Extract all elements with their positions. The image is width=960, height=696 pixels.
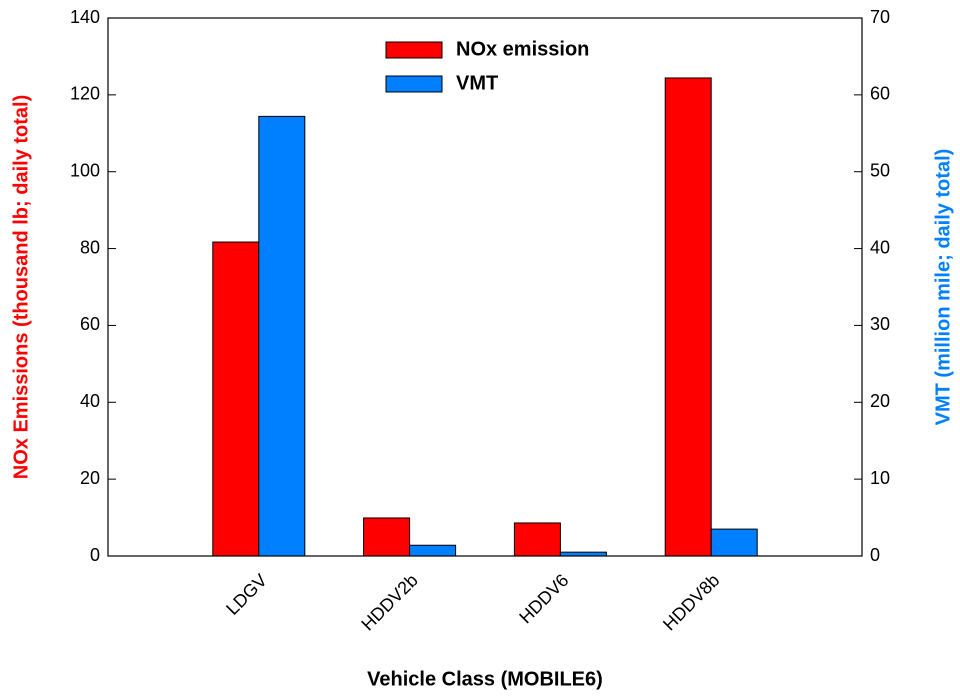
x-axis-title: Vehicle Class (MOBILE6): [367, 668, 603, 690]
bar: [409, 544, 457, 557]
y-tick-label: 140: [70, 7, 100, 27]
bar: [710, 528, 758, 557]
x-tick-label: HDDV6: [515, 570, 572, 627]
y2-tick-label: 70: [870, 7, 890, 27]
y2-tick-label: 40: [870, 237, 890, 257]
legend-label: NOx emission: [456, 38, 589, 60]
bar: [513, 522, 561, 557]
legend-swatch: [385, 41, 443, 59]
bar: [664, 77, 712, 557]
y2-tick-label: 50: [870, 160, 890, 180]
y-tick-label: 60: [80, 314, 100, 334]
y-tick-label: 20: [80, 468, 100, 488]
y2-tick-label: 20: [870, 391, 890, 411]
y2-axis-title: VMT (million mile; daily total): [932, 149, 954, 426]
legend-swatch: [385, 75, 443, 93]
y2-tick-label: 30: [870, 314, 890, 334]
x-tick-label: HDDV8b: [659, 570, 723, 634]
y-tick-label: 80: [80, 237, 100, 257]
bar: [363, 517, 411, 557]
bar: [212, 241, 260, 557]
y-tick-label: 100: [70, 160, 100, 180]
y-tick-label: 40: [80, 391, 100, 411]
x-tick-label: LDGV: [222, 570, 271, 619]
y2-tick-label: 0: [870, 545, 880, 565]
plot-frame: [107, 17, 863, 557]
y2-tick-label: 60: [870, 84, 890, 104]
y-tick-label: 120: [70, 84, 100, 104]
x-tick-label: HDDV2b: [357, 570, 421, 634]
legend-label: VMT: [456, 72, 498, 94]
y-tick-label: 0: [90, 545, 100, 565]
y2-tick-label: 10: [870, 468, 890, 488]
y-axis-title: NOx Emissions (thousand lb; daily total): [10, 95, 32, 479]
bar: [258, 115, 306, 557]
